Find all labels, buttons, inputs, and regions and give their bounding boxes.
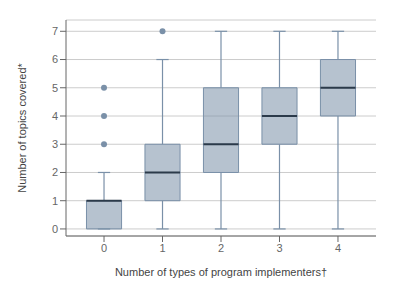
svg-text:4: 4 bbox=[52, 110, 58, 122]
svg-text:3: 3 bbox=[276, 242, 282, 254]
svg-text:3: 3 bbox=[52, 138, 58, 150]
svg-text:4: 4 bbox=[335, 242, 341, 254]
svg-text:2: 2 bbox=[218, 242, 224, 254]
svg-text:0: 0 bbox=[52, 223, 58, 235]
svg-text:6: 6 bbox=[52, 53, 58, 65]
svg-text:0: 0 bbox=[101, 242, 107, 254]
svg-text:7: 7 bbox=[52, 25, 58, 37]
svg-text:Number of topics covered*: Number of topics covered* bbox=[16, 62, 28, 192]
svg-text:1: 1 bbox=[159, 242, 165, 254]
svg-text:1: 1 bbox=[52, 195, 58, 207]
svg-text:Number of types of program imp: Number of types of program implementers† bbox=[115, 266, 327, 278]
svg-text:5: 5 bbox=[52, 82, 58, 94]
svg-text:2: 2 bbox=[52, 166, 58, 178]
